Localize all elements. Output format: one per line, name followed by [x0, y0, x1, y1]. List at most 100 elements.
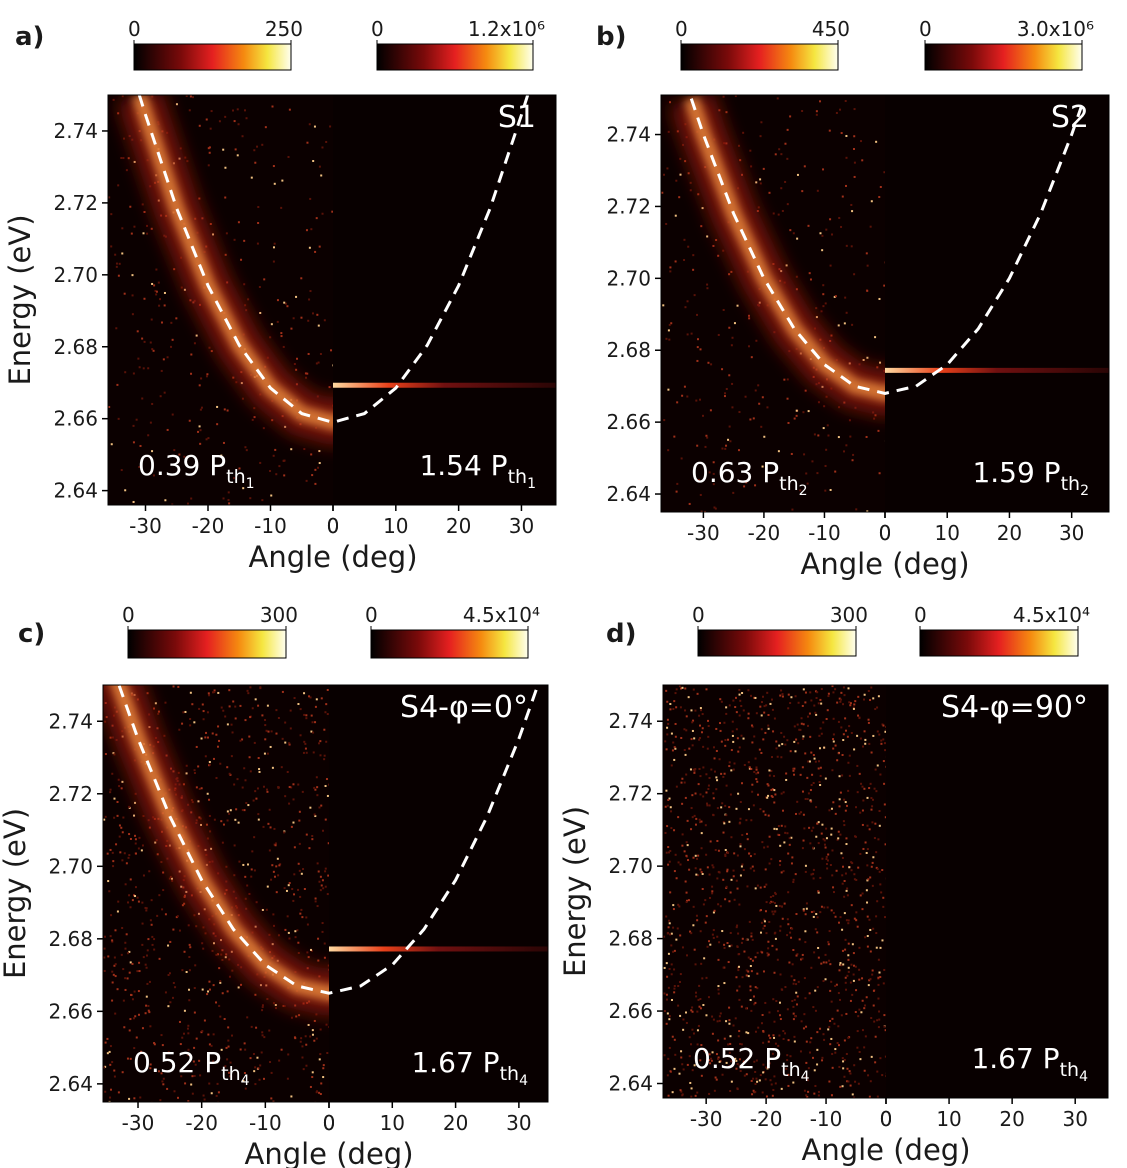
annotation-sub: th — [1061, 473, 1081, 495]
x-axis-label: Angle (deg) — [244, 1137, 413, 1168]
y-axis-label: Energy (eV) — [0, 808, 32, 979]
panel: 2.642.662.682.702.722.74-30-20-10003000.… — [558, 603, 1108, 1167]
x-tick-label: 30 — [1059, 521, 1084, 545]
y-tick-label: 2.74 — [608, 709, 653, 733]
x-tick-label: 10 — [383, 514, 408, 538]
colorbar — [371, 630, 528, 658]
y-tick-label: 2.70 — [608, 854, 653, 878]
annotation-sub: th — [226, 466, 246, 488]
annotation-subsub: 2 — [799, 483, 808, 499]
annotation-sub: th — [221, 1063, 241, 1085]
colorbar-tick-label: 0 — [128, 17, 141, 41]
y-tick-label: 2.70 — [53, 263, 98, 287]
x-tick-label: 10 — [380, 1111, 405, 1135]
x-tick-label: 0 — [880, 1107, 893, 1131]
x-tick-label: -10 — [810, 1107, 843, 1131]
y-tick-label: 2.64 — [608, 1072, 653, 1096]
y-tick-label: 2.68 — [606, 338, 651, 362]
colorbar-tick-label: 250 — [265, 17, 303, 41]
annotation-subsub: 4 — [801, 1069, 810, 1085]
y-tick-label: 2.64 — [606, 482, 651, 506]
lasing-line — [885, 368, 1109, 373]
colorbar-tick-label: 0 — [675, 17, 688, 41]
x-tick-label: 0 — [879, 521, 892, 545]
colorbar-tick-label: 450 — [812, 17, 850, 41]
plot-area-right — [886, 685, 1108, 1098]
annotation-main: 1.54 P — [419, 449, 507, 482]
sample-label: S1 — [498, 100, 536, 135]
y-tick-label: 2.70 — [48, 854, 93, 878]
y-tick-label: 2.64 — [48, 1072, 93, 1096]
annotation-main: 1.67 P — [971, 1042, 1059, 1075]
colorbar — [128, 630, 286, 658]
x-tick-label: 20 — [446, 514, 471, 538]
lasing-line — [329, 946, 548, 951]
colorbar-tick-label: 0 — [914, 603, 927, 627]
x-tick-label: -30 — [687, 521, 720, 545]
x-tick-label: -20 — [185, 1111, 218, 1135]
y-tick-label: 2.66 — [53, 407, 98, 431]
annotation-sub: th — [781, 1059, 801, 1081]
x-tick-label: -10 — [254, 514, 287, 538]
annotation-main: 0.52 P — [133, 1046, 221, 1079]
x-tick-label: 10 — [936, 1107, 961, 1131]
y-tick-label: 2.72 — [48, 782, 93, 806]
y-tick-label: 2.68 — [608, 927, 653, 951]
x-tick-label: -30 — [690, 1107, 723, 1131]
y-tick-label: 2.74 — [606, 123, 651, 147]
x-axis-label: Angle (deg) — [801, 1133, 970, 1167]
colorbar-tick-label: 0 — [365, 603, 378, 627]
colorbar — [377, 44, 533, 70]
x-tick-label: 30 — [509, 514, 534, 538]
x-tick-label: 10 — [934, 521, 959, 545]
panel-label: d) — [606, 619, 637, 649]
annotation-main: 0.52 P — [693, 1042, 781, 1075]
y-tick-label: 2.68 — [48, 927, 93, 951]
colorbar-tick-label: 1.2x10⁶ — [468, 17, 545, 41]
x-tick-label: -20 — [192, 514, 225, 538]
colorbar — [134, 44, 291, 70]
annotation-main: 1.67 P — [411, 1046, 499, 1079]
annotation-sub: th — [500, 1063, 520, 1085]
x-tick-label: 20 — [997, 521, 1022, 545]
lasing-line — [333, 383, 556, 388]
panel-label: a) — [15, 22, 44, 52]
x-tick-label: 20 — [999, 1107, 1024, 1131]
annotation-subsub: 2 — [1080, 483, 1089, 499]
y-tick-label: 2.70 — [606, 266, 651, 290]
x-tick-label: -30 — [122, 1111, 155, 1135]
x-tick-label: -20 — [748, 521, 781, 545]
colorbar-tick-label: 4.5x10⁴ — [1013, 603, 1090, 627]
x-tick-label: 30 — [1062, 1107, 1087, 1131]
colorbar-tick-label: 0 — [692, 603, 705, 627]
y-tick-label: 2.72 — [608, 782, 653, 806]
x-tick-label: -10 — [808, 521, 841, 545]
annotation-main: 1.59 P — [972, 456, 1060, 489]
x-tick-label: 0 — [323, 1111, 336, 1135]
y-tick-label: 2.66 — [48, 999, 93, 1023]
y-axis-label: Energy (eV) — [558, 806, 592, 977]
y-tick-label: 2.68 — [53, 335, 98, 359]
panel: 2.642.662.682.702.722.74-30-20-10003000.… — [0, 603, 548, 1168]
x-tick-label: -30 — [129, 514, 162, 538]
colorbar — [925, 44, 1082, 70]
colorbar-tick-label: 4.5x10⁴ — [463, 603, 540, 627]
x-tick-label: 20 — [443, 1111, 468, 1135]
annotation-subsub: 1 — [527, 476, 536, 492]
y-tick-label: 2.72 — [53, 191, 98, 215]
y-tick-label: 2.66 — [608, 999, 653, 1023]
sample-label: S4-φ=0° — [400, 690, 528, 725]
sample-label: S2 — [1051, 100, 1089, 135]
colorbar — [920, 630, 1078, 656]
x-axis-label: Angle (deg) — [800, 547, 969, 581]
y-tick-label: 2.72 — [606, 194, 651, 218]
annotation-sub: th — [508, 466, 528, 488]
x-tick-label: -10 — [249, 1111, 282, 1135]
colorbar — [698, 630, 856, 656]
annotation-main: 0.39 P — [138, 449, 226, 482]
x-tick-label: 0 — [327, 514, 340, 538]
x-axis-label: Angle (deg) — [248, 540, 417, 574]
y-tick-label: 2.74 — [53, 119, 98, 143]
x-tick-label: 30 — [506, 1111, 531, 1135]
